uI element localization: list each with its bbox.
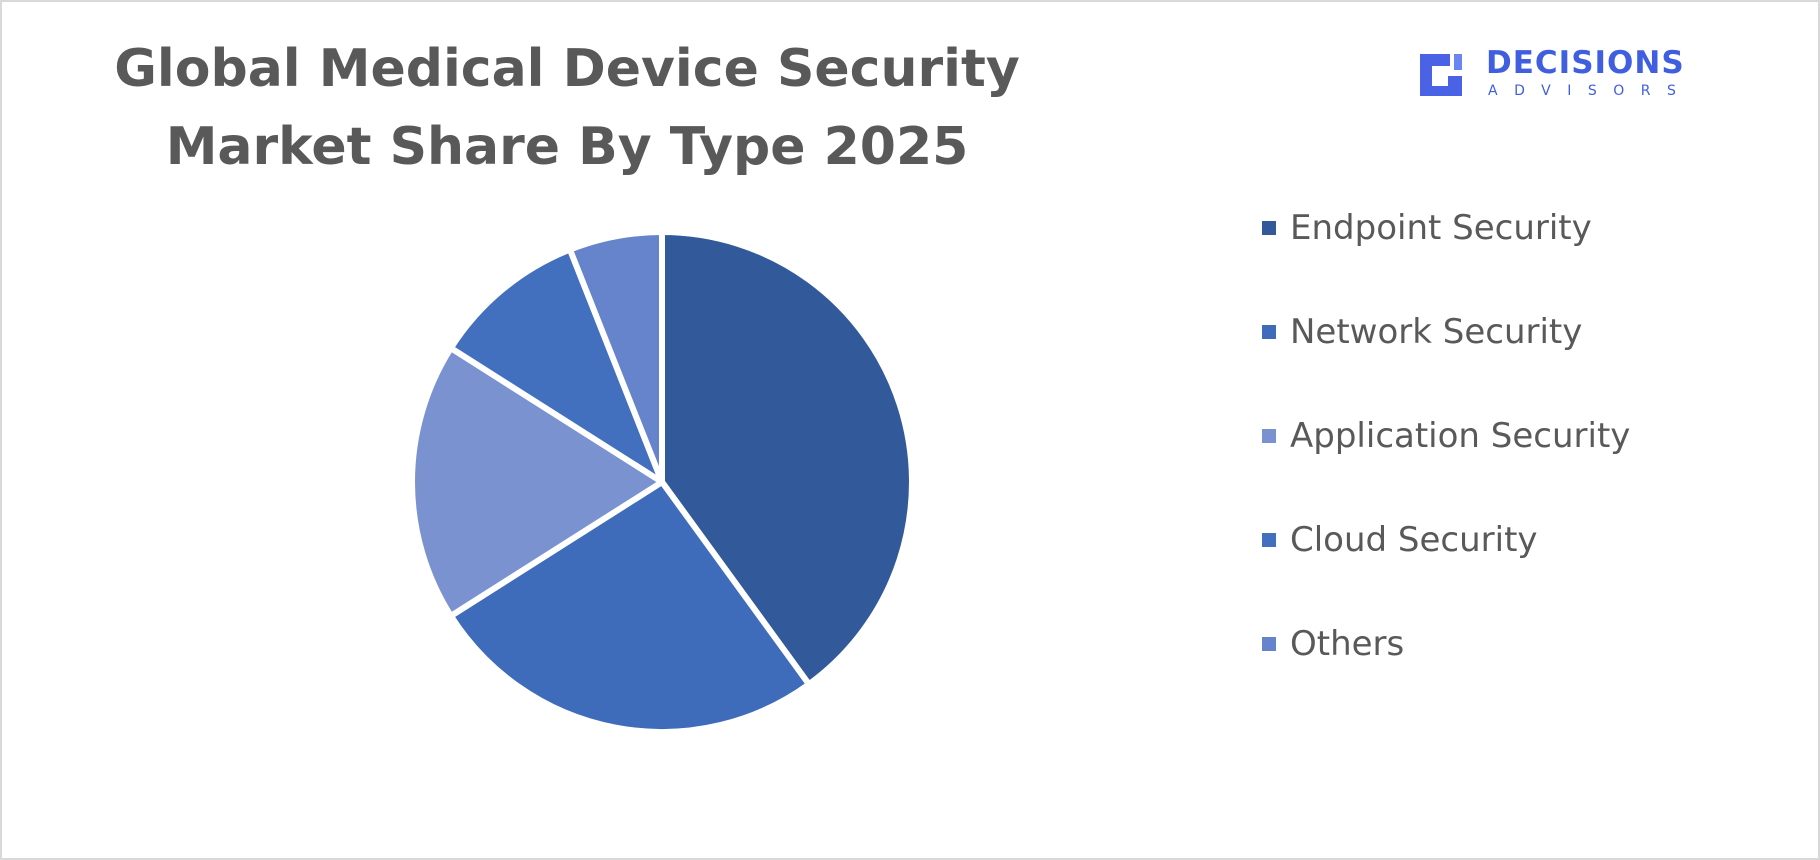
legend-item-endpoint-security: Endpoint Security: [1262, 206, 1630, 250]
legend-label: Cloud Security: [1290, 520, 1538, 560]
pie-slice-endpoint-security: [659, 229, 915, 688]
legend-label: Others: [1290, 624, 1405, 664]
legend-item-cloud-security: Cloud Security: [1262, 518, 1630, 562]
legend-swatch: [1262, 429, 1276, 443]
legend-label: Network Security: [1290, 312, 1583, 352]
legend-label: Application Security: [1290, 416, 1631, 456]
decisions-advisors-logo-icon: [1420, 54, 1462, 96]
legend-swatch: [1262, 533, 1276, 547]
pie-slice-cloud-security: [447, 246, 665, 485]
legend-item-others: Others: [1262, 622, 1630, 666]
brand-logo: DECISIONS ADVISORS: [1410, 46, 1710, 102]
chart-legend: Endpoint Security Network Security Applica…: [1262, 206, 1630, 726]
legend-swatch: [1262, 637, 1276, 651]
legend-item-network-security: Network Security: [1262, 310, 1630, 354]
pie-slice-network-security: [447, 479, 812, 735]
brand-subtitle: ADVISORS: [1488, 83, 1693, 99]
brand-wordmark: DECISIONS: [1486, 45, 1685, 81]
legend-swatch: [1262, 325, 1276, 339]
pie-slice-application-security: [409, 345, 665, 619]
legend-item-application-security: Application Security: [1262, 414, 1630, 458]
pie-slice-others: [566, 229, 665, 485]
legend-label: Endpoint Security: [1290, 208, 1592, 248]
legend-swatch: [1262, 221, 1276, 235]
pie-chart: [409, 229, 915, 735]
chart-title: Global Medical Device Security Market Sh…: [114, 39, 1020, 177]
